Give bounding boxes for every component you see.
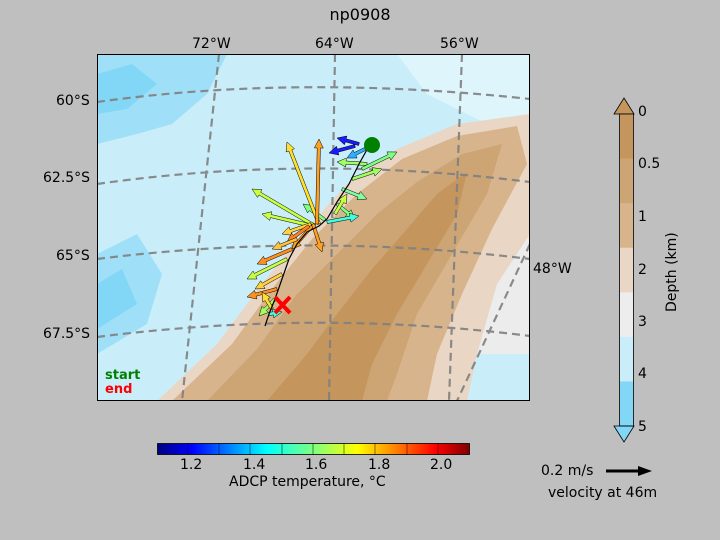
deep-basin (97, 64, 157, 114)
velocity-arrow (254, 272, 284, 290)
velocity-arrow (285, 141, 321, 225)
map-panel (97, 54, 530, 401)
depth-tick: 2 (638, 262, 647, 278)
depth-colorbar-segment (620, 203, 633, 249)
velocity-arrow (271, 237, 298, 251)
longitude-line (180, 54, 221, 401)
velocity-arrow (311, 223, 324, 253)
end-marker (273, 295, 292, 315)
velocity-arrow (251, 188, 317, 228)
velocity-arrow (333, 193, 348, 216)
start-marker (364, 137, 380, 153)
depth-colorbar (613, 97, 635, 443)
longitude-line (327, 54, 337, 401)
deep-basin (97, 269, 137, 329)
plot-title: np0908 (329, 5, 391, 24)
velocity-arrow (261, 291, 274, 311)
depth-tick: 4 (638, 366, 647, 382)
temp-tick: 1.8 (368, 457, 391, 473)
longitude-line (447, 54, 464, 401)
latitude-line (97, 86, 530, 104)
depth-tick: 5 (638, 419, 647, 435)
velocity-arrow (328, 144, 356, 156)
longitude-line (456, 243, 530, 401)
velocity-key-speed: 0.2 m/s (541, 463, 594, 479)
lat-label: 65°S (56, 248, 90, 264)
peninsula-highland (267, 172, 467, 401)
graticule (97, 54, 530, 401)
velocity-arrow (346, 147, 367, 159)
lat-label: 62.5°S (43, 170, 91, 186)
depth-colorbar-segment (620, 247, 633, 293)
depth-tick: 0 (638, 104, 647, 120)
temperature-colorbar (157, 443, 470, 455)
lon-label: 72°W (192, 36, 231, 52)
lon-label: 56°W (440, 36, 479, 52)
latitude-line (97, 244, 530, 261)
temp-tick: 1.2 (180, 457, 203, 473)
colorbar-top-arrow (613, 97, 635, 115)
legend-end: end (105, 382, 133, 397)
depth-tick: 0.5 (638, 156, 661, 172)
depth-colorbar-segment (620, 381, 633, 427)
velocity-arrow (326, 212, 360, 224)
velocity-arrow (313, 138, 324, 225)
temp-tick: 2.0 (430, 457, 453, 473)
shallow-ocean (397, 54, 530, 164)
map-frame (97, 54, 530, 401)
velocity-key-arrow (606, 466, 652, 476)
temp-tick: 1.6 (305, 457, 328, 473)
lon-label: 64°W (315, 36, 354, 52)
velocity-arrow (360, 151, 398, 171)
velocity-arrow (336, 157, 368, 168)
depth-colorbar-label: Depth (km) (664, 232, 680, 312)
depth-colorbar-segment (620, 158, 633, 204)
velocity-vectors (246, 135, 398, 319)
depth-colorbar-segment (620, 292, 633, 338)
lat-label: 60°S (56, 93, 90, 109)
depth-tick: 3 (638, 314, 647, 330)
velocity-arrow (258, 297, 277, 317)
velocity-arrow (246, 257, 289, 280)
latitude-line (97, 321, 530, 339)
latitude-line (97, 167, 530, 186)
velocity-arrow (336, 135, 360, 146)
lat-label: 67.5°S (43, 326, 91, 342)
colorbar-bottom-arrow (613, 425, 635, 443)
velocity-arrow (256, 247, 293, 265)
legend-start: start (105, 368, 141, 383)
depth-colorbar-segment (620, 336, 633, 382)
temp-colorbar-label: ADCP temperature, °C (229, 474, 386, 490)
depth-colorbar-segment (620, 114, 633, 160)
lon-label: 48°W (533, 261, 572, 277)
temp-tick: 1.4 (243, 457, 266, 473)
velocity-key-depth: velocity at 46m (548, 485, 658, 501)
depth-tick: 1 (638, 209, 647, 225)
peninsula-highland (292, 324, 347, 394)
velocity-arrow (351, 167, 383, 181)
